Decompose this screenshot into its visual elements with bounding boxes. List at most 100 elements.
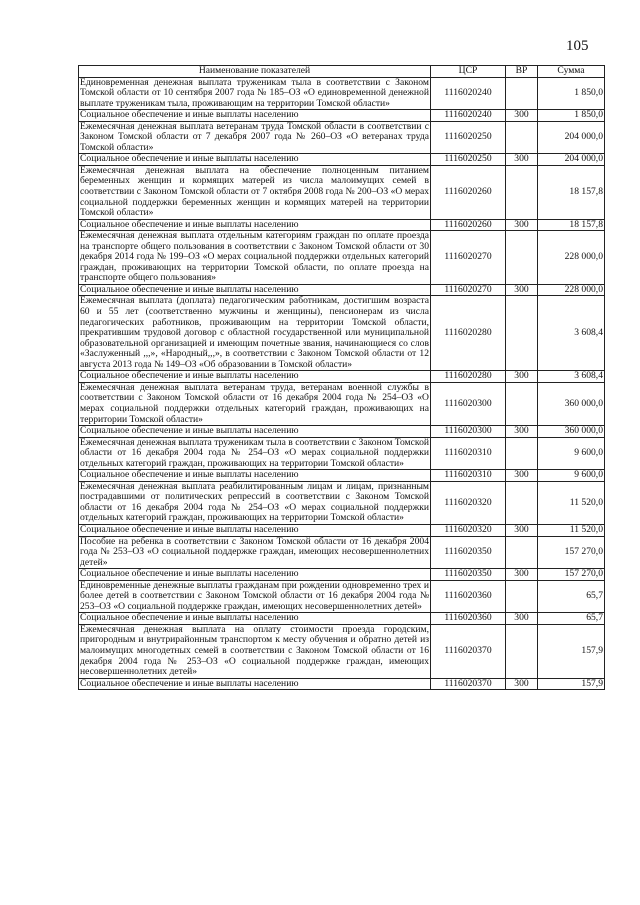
cell-sum: 18 157,8 (537, 164, 605, 220)
cell-vr: 300 (505, 370, 538, 383)
cell-sum: 11 520,0 (537, 523, 605, 537)
cell-csr: 1116020280 (430, 295, 506, 372)
cell-vr: 300 (505, 153, 538, 166)
cell-name: Единовременная денежная выплата труженик… (78, 76, 431, 111)
table-row: Социальное обеспечение и иные выплаты на… (78, 153, 605, 166)
table-row: Ежемесячная денежная выплата реабилитиро… (78, 480, 605, 525)
cell-csr: 1116020370 (430, 677, 506, 691)
cell-csr: 1116020310 (430, 436, 506, 471)
cell-name: Ежемесячная денежная выплата на обеспече… (78, 164, 431, 220)
table-row: Социальное обеспечение и иные выплаты на… (78, 283, 605, 297)
table-row: Социальное обеспечение и иные выплаты на… (78, 425, 605, 438)
table-row: Ежемесячная денежная выплата ветеранам т… (78, 381, 605, 427)
cell-sum: 1 850,0 (537, 76, 605, 111)
cell-csr: 1116020360 (430, 579, 506, 614)
cell-vr (505, 436, 538, 471)
cell-sum: 65,7 (537, 612, 605, 625)
cell-vr: 300 (505, 523, 538, 537)
cell-vr: 300 (505, 218, 538, 232)
cell-vr: 300 (505, 283, 538, 297)
cell-vr (505, 381, 538, 427)
cell-vr (505, 623, 538, 679)
cell-name: Социальное обеспечение и иные выплаты на… (78, 153, 431, 166)
cell-csr: 1116020240 (430, 109, 506, 122)
cell-csr: 1116020300 (430, 425, 506, 438)
cell-name: Социальное обеспечение и иные выплаты на… (78, 523, 431, 537)
cell-csr: 1116020350 (430, 568, 506, 581)
cell-sum: 204 000,0 (537, 153, 605, 166)
table-row: Социальное обеспечение и иные выплаты на… (78, 469, 605, 482)
cell-vr: 300 (505, 677, 538, 691)
cell-sum: 157 270,0 (537, 568, 605, 581)
budget-table: Наименование показателей ЦСР ВР Сумма Ед… (78, 65, 605, 691)
cell-vr (505, 480, 538, 525)
cell-sum: 157,9 (537, 623, 605, 679)
cell-vr: 300 (505, 612, 538, 625)
cell-sum: 360 000,0 (537, 381, 605, 427)
cell-name: Ежемесячная выплата (доплата) педагогиче… (78, 295, 431, 372)
cell-name: Ежемесячная денежная выплата отдельным к… (78, 230, 431, 285)
cell-sum: 9 600,0 (537, 469, 605, 482)
cell-sum: 18 157,8 (537, 218, 605, 232)
cell-vr (505, 164, 538, 220)
cell-name: Ежемесячная денежная выплата реабилитиро… (78, 480, 431, 525)
cell-name: Социальное обеспечение и иные выплаты на… (78, 370, 431, 383)
cell-csr: 1116020240 (430, 76, 506, 111)
cell-name: Ежемесячная денежная выплата труженикам … (78, 436, 431, 471)
cell-vr: 300 (505, 469, 538, 482)
cell-csr: 1116020260 (430, 218, 506, 232)
cell-vr (505, 295, 538, 372)
table-row: Ежемесячная денежная выплата труженикам … (78, 436, 605, 471)
cell-sum: 3 608,4 (537, 295, 605, 372)
cell-csr: 1116020280 (430, 370, 506, 383)
cell-csr: 1116020320 (430, 523, 506, 537)
table-row: Социальное обеспечение и иные выплаты на… (78, 612, 605, 625)
cell-sum: 11 520,0 (537, 480, 605, 525)
cell-name: Социальное обеспечение и иные выплаты на… (78, 109, 431, 122)
cell-csr: 1116020350 (430, 535, 506, 570)
cell-vr: 300 (505, 425, 538, 438)
header-vr: ВР (505, 65, 538, 78)
cell-csr: 1116020260 (430, 164, 506, 220)
table-row: Единовременные денежные выплаты граждана… (78, 579, 605, 614)
table-row: Социальное обеспечение и иные выплаты на… (78, 677, 605, 691)
cell-sum: 360 000,0 (537, 425, 605, 438)
cell-csr: 1116020360 (430, 612, 506, 625)
table-row: Ежемесячная денежная выплата отдельным к… (78, 230, 605, 285)
cell-sum: 3 608,4 (537, 370, 605, 383)
cell-sum: 65,7 (537, 579, 605, 614)
cell-vr (505, 76, 538, 111)
cell-sum: 9 600,0 (537, 436, 605, 471)
cell-name: Ежемесячная денежная выплата ветеранам т… (78, 381, 431, 427)
cell-name: Социальное обеспечение и иные выплаты на… (78, 425, 431, 438)
cell-vr: 300 (505, 109, 538, 122)
cell-vr (505, 535, 538, 570)
cell-sum: 204 000,0 (537, 120, 605, 155)
cell-name: Социальное обеспечение и иные выплаты на… (78, 568, 431, 581)
cell-csr: 1116020250 (430, 120, 506, 155)
table-header-row: Наименование показателей ЦСР ВР Сумма (78, 65, 605, 78)
table-row: Ежемесячная денежная выплата на обеспече… (78, 164, 605, 220)
page-number: 105 (566, 38, 589, 54)
cell-name: Социальное обеспечение и иные выплаты на… (78, 469, 431, 482)
table-row: Социальное обеспечение и иные выплаты на… (78, 218, 605, 232)
cell-csr: 1116020370 (430, 623, 506, 679)
cell-vr (505, 579, 538, 614)
cell-csr: 1116020270 (430, 283, 506, 297)
table-row: Социальное обеспечение и иные выплаты на… (78, 370, 605, 383)
cell-sum: 228 000,0 (537, 283, 605, 297)
cell-name: Социальное обеспечение и иные выплаты на… (78, 677, 431, 691)
cell-name: Социальное обеспечение и иные выплаты на… (78, 283, 431, 297)
table-row: Ежемесячная денежная выплата ветеранам т… (78, 120, 605, 155)
table-row: Пособие на ребенка в соответствии с Зако… (78, 535, 605, 570)
cell-csr: 1116020250 (430, 153, 506, 166)
cell-name: Пособие на ребенка в соответствии с Зако… (78, 535, 431, 570)
header-name: Наименование показателей (78, 65, 431, 78)
cell-name: Социальное обеспечение и иные выплаты на… (78, 612, 431, 625)
header-csr: ЦСР (430, 65, 506, 78)
cell-name: Ежемесячная денежная выплата на оплату с… (78, 623, 431, 679)
table-row: Социальное обеспечение и иные выплаты на… (78, 523, 605, 537)
table-row: Социальное обеспечение и иные выплаты на… (78, 568, 605, 581)
cell-name: Единовременные денежные выплаты граждана… (78, 579, 431, 614)
cell-sum: 1 850,0 (537, 109, 605, 122)
